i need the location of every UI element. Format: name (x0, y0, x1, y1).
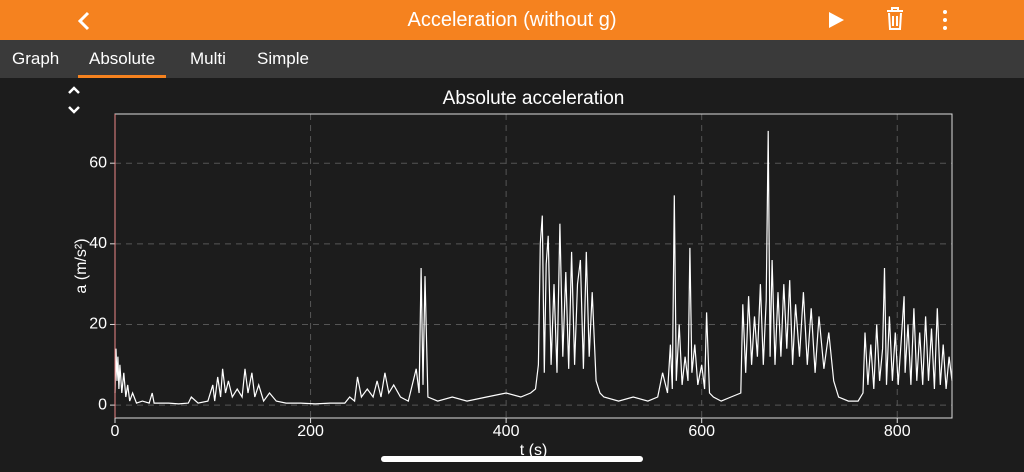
tab-indicator (78, 75, 167, 78)
x-axis-label: t (s) (520, 442, 548, 459)
home-indicator (381, 456, 643, 462)
chart-title: Absolute acceleration (443, 88, 625, 109)
tab[interactable]: Multi (190, 49, 226, 68)
y-tick-label: 20 (89, 316, 107, 333)
y-axis-label: a (m/s²) (73, 238, 90, 293)
app-bar: Acceleration (without g) (0, 0, 1024, 40)
resize-icon[interactable] (68, 86, 80, 114)
tab[interactable]: Absolute (89, 49, 156, 68)
tab-bar: Graph Absolute Multi Simple (0, 40, 1024, 78)
tab[interactable]: Graph (12, 49, 60, 68)
x-tick-label: 200 (297, 423, 324, 440)
y-tick-label: 60 (89, 154, 107, 171)
app-title: Acceleration (without g) (407, 9, 617, 31)
play-button[interactable] (826, 10, 846, 30)
x-tick-label: 400 (493, 423, 520, 440)
y-tick-label: 0 (98, 396, 107, 413)
tab[interactable]: Simple (257, 49, 309, 68)
x-tick-label: 0 (111, 423, 120, 440)
x-tick-label: 600 (688, 423, 715, 440)
back-button[interactable] (74, 10, 94, 32)
y-tick-label: 40 (89, 235, 107, 252)
more-button[interactable] (938, 9, 952, 33)
delete-button[interactable] (884, 6, 906, 32)
data-line (114, 130, 953, 405)
plot-frame (114, 113, 953, 419)
x-tick-label: 800 (884, 423, 911, 440)
